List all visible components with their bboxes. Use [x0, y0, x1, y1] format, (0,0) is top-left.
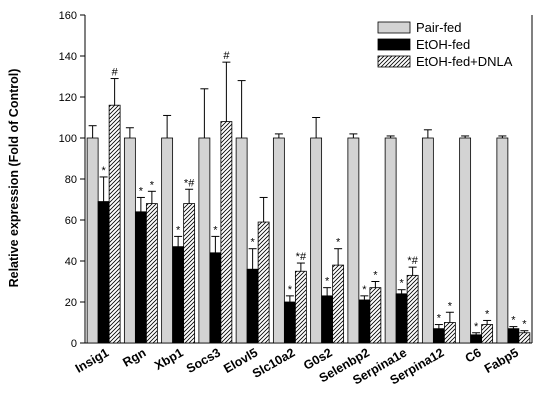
bar	[507, 328, 520, 344]
legend-swatch	[377, 38, 411, 51]
x-tick-label: Xbp1	[152, 345, 186, 372]
bar	[443, 322, 456, 344]
y-tick-label: 20	[65, 297, 77, 309]
bar	[220, 121, 233, 344]
legend-swatch	[377, 21, 411, 34]
y-tick-label: 160	[59, 10, 77, 22]
significance-mark: *	[522, 319, 527, 331]
bar	[395, 293, 408, 344]
y-tick-label: 80	[65, 174, 77, 186]
bar	[321, 295, 334, 344]
significance-mark: *#	[296, 251, 307, 263]
legend-label: Pair-fed	[416, 20, 462, 35]
significance-mark: *	[139, 185, 144, 197]
significance-mark: *	[437, 313, 442, 325]
significance-mark: *	[101, 165, 106, 177]
significance-mark: *	[176, 224, 181, 236]
y-tick-label: 120	[59, 92, 77, 104]
y-tick-label: 0	[71, 338, 77, 350]
legend-label: EtOH-fed	[416, 37, 470, 52]
significance-mark: #	[112, 67, 119, 79]
significance-mark: *	[511, 315, 516, 327]
bar	[406, 274, 419, 344]
legend-label: EtOH-fed+DNLA	[416, 54, 513, 69]
bar	[86, 137, 99, 344]
significance-mark: *	[362, 284, 367, 296]
bar	[246, 268, 259, 344]
y-tick-label: 60	[65, 215, 77, 227]
bar	[459, 137, 472, 344]
significance-mark: *	[213, 224, 218, 236]
significance-mark: *#	[407, 255, 418, 267]
significance-mark: *	[325, 276, 330, 288]
y-tick-label: 140	[59, 51, 77, 63]
bar	[283, 301, 296, 344]
bar	[310, 137, 323, 344]
bar	[518, 332, 531, 344]
significance-mark: *	[150, 179, 155, 191]
bar	[432, 328, 445, 344]
bar	[134, 211, 147, 344]
x-tick-label: C6	[463, 345, 484, 365]
x-tick-label: Insig1	[73, 345, 111, 375]
bar	[123, 137, 136, 344]
bar	[470, 334, 483, 344]
bar	[172, 246, 185, 344]
y-tick-label: 100	[59, 133, 77, 145]
bar	[198, 137, 211, 344]
bar	[272, 137, 285, 344]
bar	[496, 137, 509, 344]
bar	[369, 287, 382, 344]
bar	[384, 137, 397, 344]
y-axis-title: Relative expression (Fold of Control)	[7, 69, 21, 288]
bar	[161, 137, 174, 344]
bar	[421, 137, 434, 344]
bar	[145, 203, 158, 344]
x-tick-label: Slc10a2	[250, 345, 297, 380]
bar	[358, 299, 371, 344]
bar	[183, 203, 196, 344]
significance-mark: *	[399, 278, 404, 290]
x-tick-label: Socs3	[184, 345, 223, 376]
significance-mark: *	[373, 270, 378, 282]
bar	[209, 252, 222, 344]
legend-swatch	[377, 55, 411, 68]
bar	[257, 221, 270, 344]
significance-mark: *#	[184, 177, 195, 189]
significance-mark: #	[223, 50, 230, 62]
y-tick-label: 40	[65, 256, 77, 268]
x-tick-label: Fabp5	[482, 345, 521, 376]
bar	[97, 201, 110, 344]
bar	[294, 270, 307, 344]
significance-mark: *	[336, 237, 341, 249]
x-tick-label: Rgn	[120, 345, 148, 369]
bar	[235, 137, 248, 344]
bar	[332, 264, 345, 344]
bar	[347, 137, 360, 344]
significance-mark: *	[485, 308, 490, 320]
bar	[481, 324, 494, 344]
significance-mark: *	[448, 300, 453, 312]
bar	[108, 104, 121, 344]
legend: Pair-fed EtOH-fed EtOH-fed+DNLA	[377, 20, 513, 69]
significance-mark: *	[250, 237, 255, 249]
significance-mark: *	[474, 321, 479, 333]
significance-mark: *	[288, 284, 293, 296]
